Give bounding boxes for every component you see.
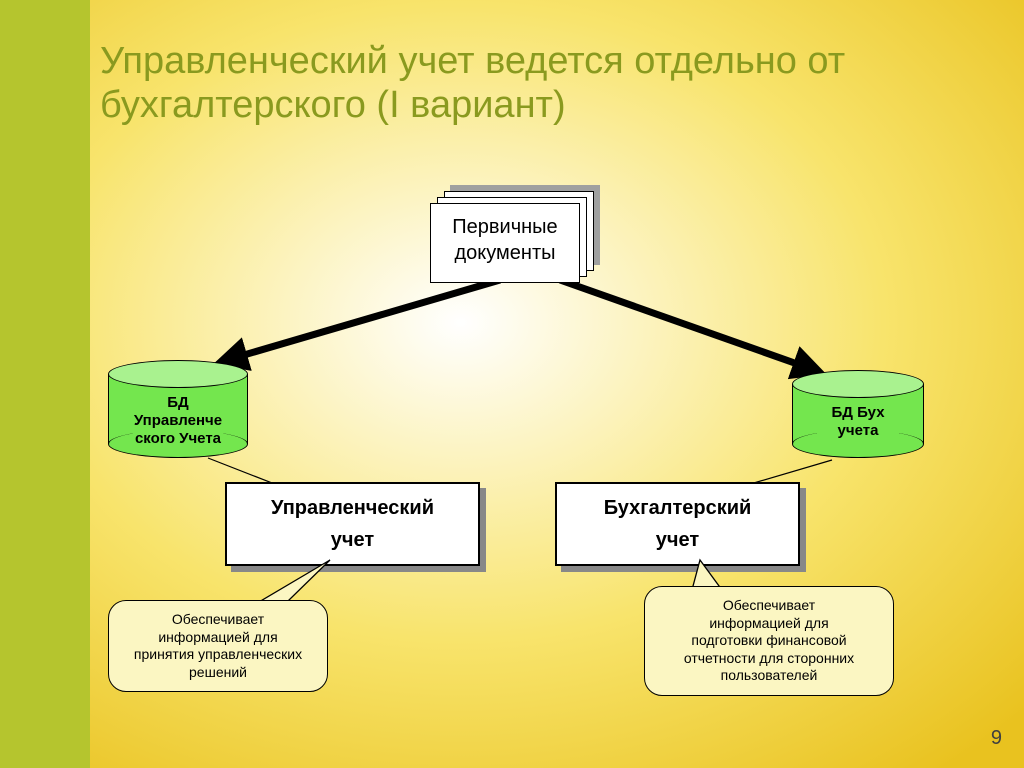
box-label: Управленческий учет — [225, 482, 480, 566]
primary-documents: Первичные документы — [430, 185, 600, 280]
page-number: 9 — [991, 727, 1002, 750]
sidebar-accent — [0, 0, 90, 768]
cylinder-top — [108, 360, 248, 388]
cylinder-label: БД Бух учета — [792, 404, 924, 440]
management-accounting-box: Управленческий учет — [225, 482, 480, 566]
bookkeeping-box: Бухгалтерский учет — [555, 482, 800, 566]
slide-title: Управленческий учет ведется отдельно от … — [100, 40, 984, 127]
db-management-accounting: БД Управленче ского Учета — [108, 360, 248, 458]
doc-label: Первичные документы — [431, 204, 579, 266]
cylinder-top — [792, 370, 924, 398]
slide: Управленческий учет ведется отдельно от … — [0, 0, 1024, 768]
db-bookkeeping: БД Бух учета — [792, 370, 924, 458]
cylinder-label: БД Управленче ского Учета — [108, 394, 248, 448]
callout-management: Обеспечивает информацией для принятия уп… — [108, 600, 328, 692]
callout-bookkeeping: Обеспечивает информацией для подготовки … — [644, 586, 894, 696]
doc-page-front: Первичные документы — [430, 203, 580, 283]
box-label: Бухгалтерский учет — [555, 482, 800, 566]
